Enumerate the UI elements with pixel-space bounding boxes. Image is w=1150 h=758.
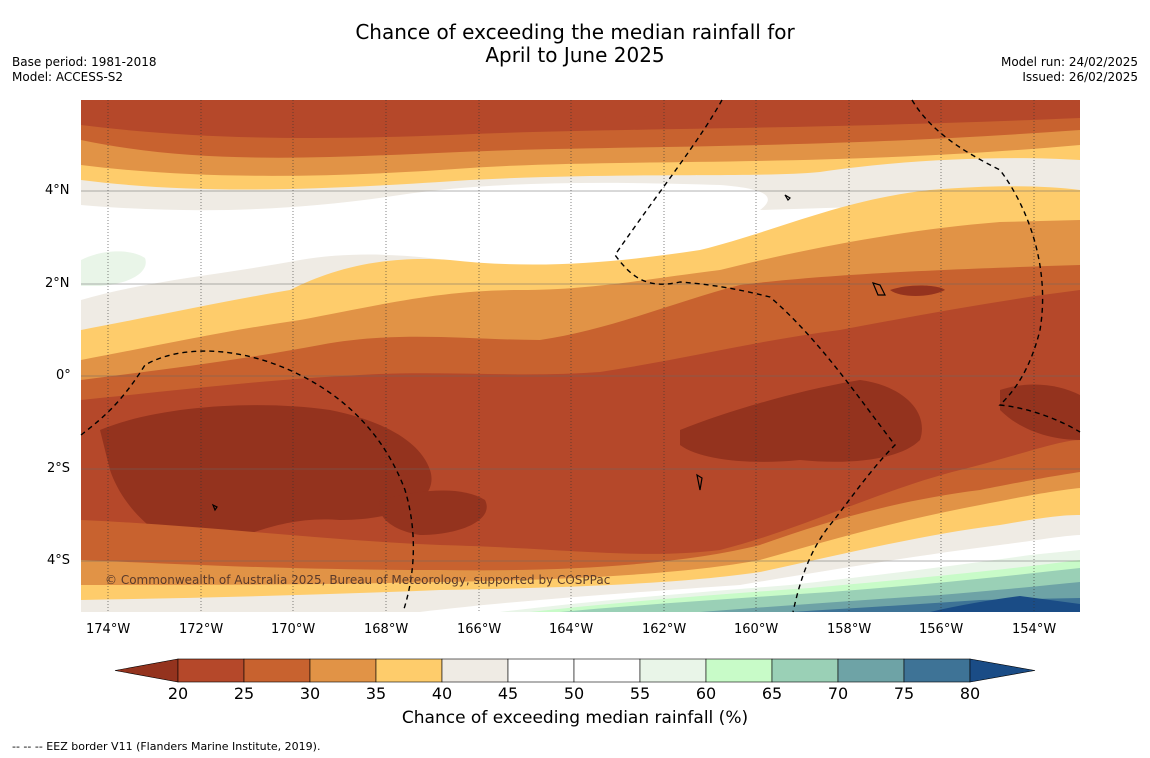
colorbar-over-arrow bbox=[969, 658, 1036, 683]
model-text: Model: ACCESS-S2 bbox=[12, 70, 124, 84]
latitude-lines bbox=[81, 190, 1080, 562]
eez-border bbox=[80, 99, 1081, 613]
colorbar-segment bbox=[177, 658, 245, 683]
colorbar-tick-label: 20 bbox=[167, 684, 189, 703]
lon-tick-156w: 156°W bbox=[919, 622, 964, 637]
colorbar bbox=[114, 658, 1036, 683]
lat-tick-4n: 4°N bbox=[45, 183, 70, 198]
lat-tick-0: 0° bbox=[56, 368, 71, 383]
colorbar-segment bbox=[837, 658, 905, 683]
colorbar-segment bbox=[573, 658, 641, 683]
colorbar-segment bbox=[903, 658, 971, 683]
colorbar-segment bbox=[309, 658, 377, 683]
issued-text: Issued: 26/02/2025 bbox=[1022, 70, 1138, 84]
colorbar-tick-label: 30 bbox=[299, 684, 321, 703]
colorbar-segment bbox=[705, 658, 773, 683]
probability-fill bbox=[81, 100, 1080, 612]
lon-tick-164w: 164°W bbox=[549, 622, 594, 637]
colorbar-segment bbox=[771, 658, 839, 683]
colorbar-tick-label: 70 bbox=[827, 684, 849, 703]
colorbar-segment bbox=[375, 658, 443, 683]
copyright-text: © Commonwealth of Australia 2025, Bureau… bbox=[105, 573, 610, 587]
eez-legend-text: -- -- -- EEZ border V11 (Flanders Marine… bbox=[12, 740, 321, 753]
colorbar-segment bbox=[441, 658, 509, 683]
lat-tick-4s: 4°S bbox=[47, 553, 71, 568]
lon-tick-162w: 162°W bbox=[642, 622, 687, 637]
islands bbox=[211, 194, 886, 512]
colorbar-tick-label: 45 bbox=[497, 684, 519, 703]
colorbar-segment bbox=[243, 658, 311, 683]
colorbar-tick-label: 80 bbox=[959, 684, 981, 703]
colorbar-tick-label: 40 bbox=[431, 684, 453, 703]
lon-tick-154w: 154°W bbox=[1012, 622, 1057, 637]
colorbar-segment bbox=[507, 658, 575, 683]
colorbar-segment bbox=[639, 658, 707, 683]
lat-tick-2s: 2°S bbox=[47, 461, 71, 476]
model-run-text: Model run: 24/02/2025 bbox=[1000, 55, 1138, 69]
colorbar-tick-label: 35 bbox=[365, 684, 387, 703]
colorbar-title: Chance of exceeding median rainfall (%) bbox=[401, 708, 749, 728]
lon-tick-172w: 172°W bbox=[179, 622, 224, 637]
colorbar-tick-label: 25 bbox=[233, 684, 255, 703]
colorbar-tick-label: 65 bbox=[761, 684, 783, 703]
lon-tick-160w: 160°W bbox=[734, 622, 779, 637]
lon-tick-158w: 158°W bbox=[827, 622, 872, 637]
lat-tick-2n: 2°N bbox=[45, 276, 70, 291]
colorbar-tick-label: 50 bbox=[563, 684, 585, 703]
base-period-text: Base period: 1981-2018 bbox=[12, 55, 157, 69]
lon-tick-168w: 168°W bbox=[364, 622, 409, 637]
colorbar-tick-label: 60 bbox=[695, 684, 717, 703]
colorbar-tick-label: 75 bbox=[893, 684, 915, 703]
lon-tick-170w: 170°W bbox=[271, 622, 316, 637]
graticule bbox=[107, 100, 1035, 612]
lon-tick-166w: 166°W bbox=[457, 622, 502, 637]
colorbar-tick-label: 55 bbox=[629, 684, 651, 703]
chart-title-line-2: April to June 2025 bbox=[485, 43, 665, 67]
chart-title-line-1: Chance of exceeding the median rainfall … bbox=[355, 20, 795, 44]
colorbar-under-arrow bbox=[114, 658, 179, 683]
lon-tick-174w: 174°W bbox=[86, 622, 131, 637]
